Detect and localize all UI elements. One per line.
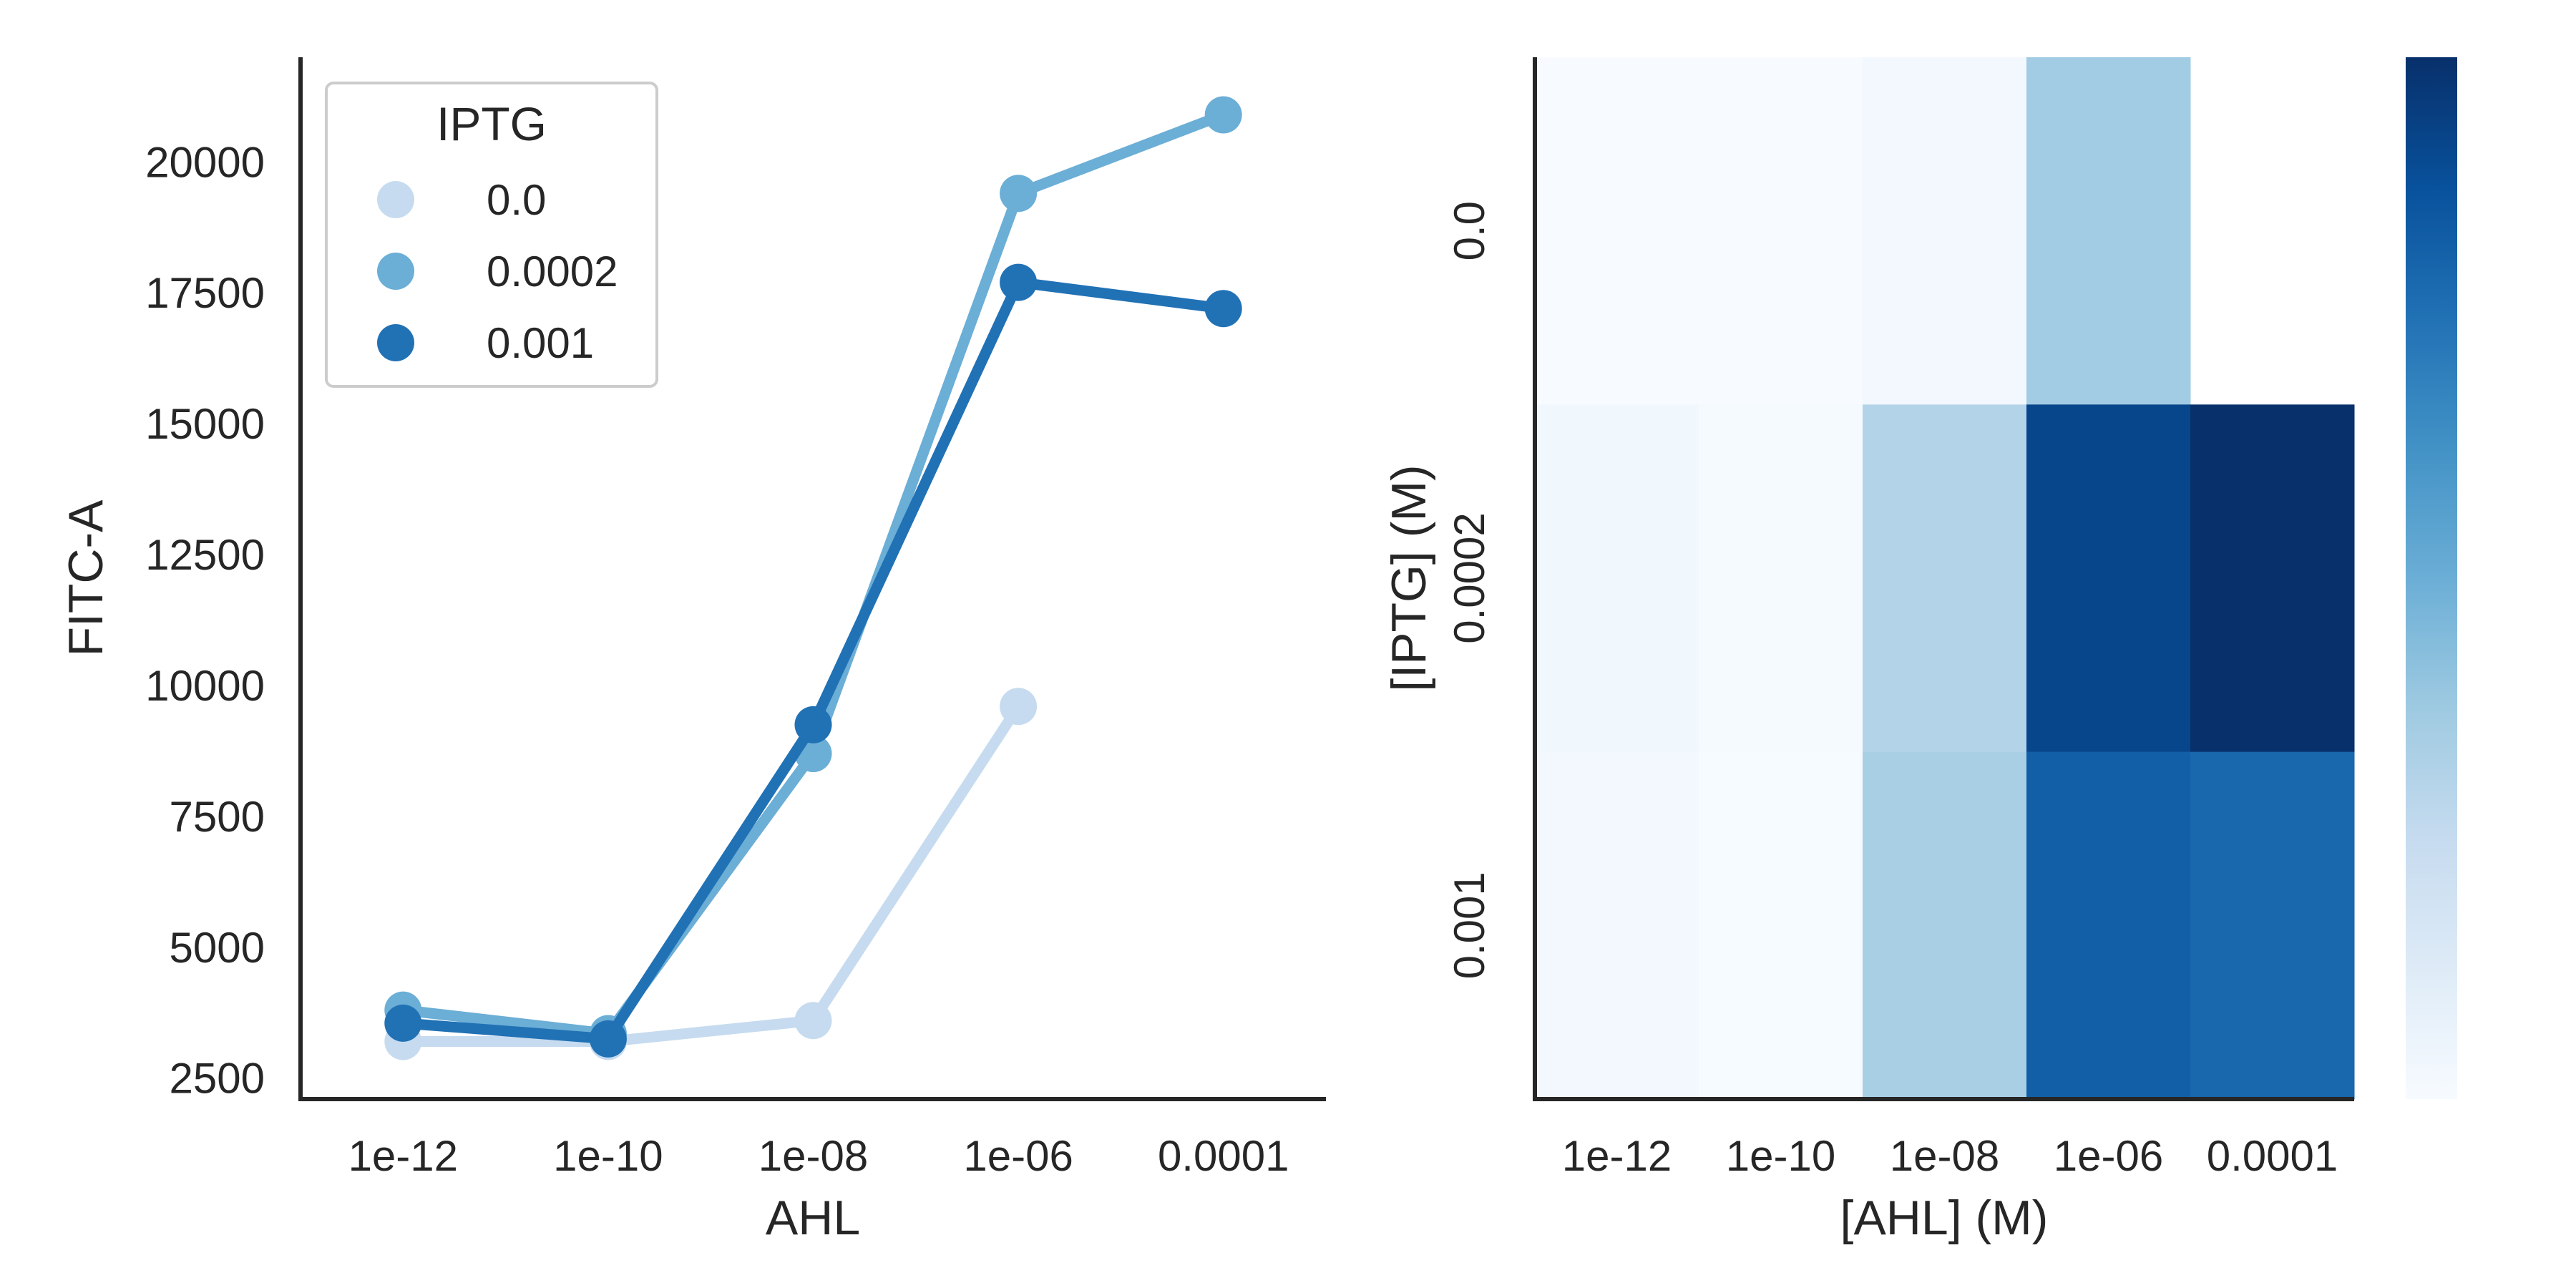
- line-chart: 2500 5000 7500 10000 12500 15000 17500 20000 1e…: [59, 57, 1326, 1245]
- data-point: [1000, 688, 1038, 726]
- heatmap-cell: [1535, 404, 1699, 753]
- y-tick-labels: 2500 5000 7500 10000 12500 15000 17500 20000: [145, 138, 265, 1102]
- x-tick-label: 1e-12: [1562, 1132, 1672, 1180]
- heatmap-cell: [1535, 57, 1699, 405]
- data-point: [1000, 263, 1038, 301]
- heatmap-cell: [2026, 57, 2191, 405]
- series-group: [384, 96, 1242, 1060]
- x-tick-label: 1e-08: [758, 1132, 868, 1180]
- heatmap-chart: 1e-12 1e-10 1e-08 1e-06 0.0001 0.0 0.0002 0.00…: [1382, 57, 2457, 1245]
- legend-frame: [325, 82, 658, 388]
- y-tick-label: 17500: [145, 269, 265, 317]
- heatmap-cell: [1699, 404, 1863, 753]
- legend-marker: [377, 181, 414, 218]
- legend-marker: [377, 253, 414, 290]
- heatmap-cell: [1699, 57, 1863, 405]
- heatmap-cell: [1699, 751, 1863, 1100]
- legend-label: 0.001: [487, 319, 594, 367]
- heatmap-cell: [1863, 404, 2027, 753]
- legend-label: 0.0: [487, 176, 546, 224]
- x-tick-label: 1e-10: [1726, 1132, 1835, 1180]
- y-tick-label: 0.0002: [1445, 512, 1493, 644]
- x-tick-label: 0.0001: [2207, 1132, 2338, 1180]
- heatmap-cell: [2026, 751, 2191, 1100]
- x-tick-labels: 1e-12 1e-10 1e-08 1e-06 0.0001: [1562, 1132, 2338, 1180]
- y-tick-label: 7500: [170, 793, 265, 841]
- y-axis-label: FITC-A: [59, 499, 113, 657]
- y-tick-label: 5000: [170, 924, 265, 972]
- colorbar: [2406, 57, 2457, 1099]
- data-point: [1204, 290, 1242, 328]
- data-point: [794, 706, 832, 743]
- y-tick-label: 10000: [145, 662, 265, 710]
- x-tick-label: 1e-12: [348, 1132, 458, 1180]
- x-tick-label: 1e-10: [553, 1132, 663, 1180]
- heatmap-cell: [1863, 751, 2027, 1100]
- series-0.001: [384, 263, 1242, 1058]
- y-tick-label: 2500: [170, 1055, 265, 1103]
- x-tick-label: 1e-06: [963, 1132, 1073, 1180]
- y-tick-label: 12500: [145, 531, 265, 579]
- legend-marker: [377, 324, 414, 361]
- legend-label: 0.0002: [487, 248, 618, 296]
- heatmap-cell: [2026, 404, 2191, 753]
- x-tick-label: 1e-06: [2054, 1132, 2163, 1180]
- y-tick-label: 0.0: [1445, 201, 1493, 260]
- data-point: [384, 1004, 422, 1042]
- heatmap-cells: [1535, 57, 2355, 1100]
- data-point: [1000, 175, 1038, 213]
- heatmap-cell: [1863, 57, 2027, 405]
- data-point: [589, 1020, 627, 1058]
- data-point: [794, 1002, 832, 1040]
- y-tick-label: 15000: [145, 400, 265, 448]
- legend-items: 0.0 0.0002 0.001: [377, 176, 618, 367]
- y-tick-labels: 0.0 0.0002 0.001: [1445, 201, 1493, 979]
- x-axis-label: AHL: [766, 1191, 860, 1245]
- legend: IPTG 0.0 0.0002 0.001: [325, 82, 658, 388]
- series-line: [397, 277, 1229, 1045]
- x-tick-label: 1e-08: [1890, 1132, 1999, 1180]
- heatmap-cell: [2190, 751, 2355, 1100]
- y-tick-label: 0.001: [1445, 872, 1493, 979]
- y-tick-label: 20000: [145, 138, 265, 186]
- x-tick-label: 0.0001: [1158, 1132, 1289, 1180]
- y-axis-label: [IPTG] (M): [1382, 464, 1436, 691]
- x-axis-label: [AHL] (M): [1840, 1191, 2049, 1245]
- data-point: [1204, 96, 1242, 134]
- series-line: [397, 701, 1024, 1048]
- x-tick-labels: 1e-12 1e-10 1e-08 1e-06 0.0001: [348, 1132, 1289, 1180]
- legend-title: IPTG: [436, 97, 547, 150]
- heatmap-cell: [1535, 751, 1699, 1100]
- heatmap-cell: [2190, 404, 2355, 753]
